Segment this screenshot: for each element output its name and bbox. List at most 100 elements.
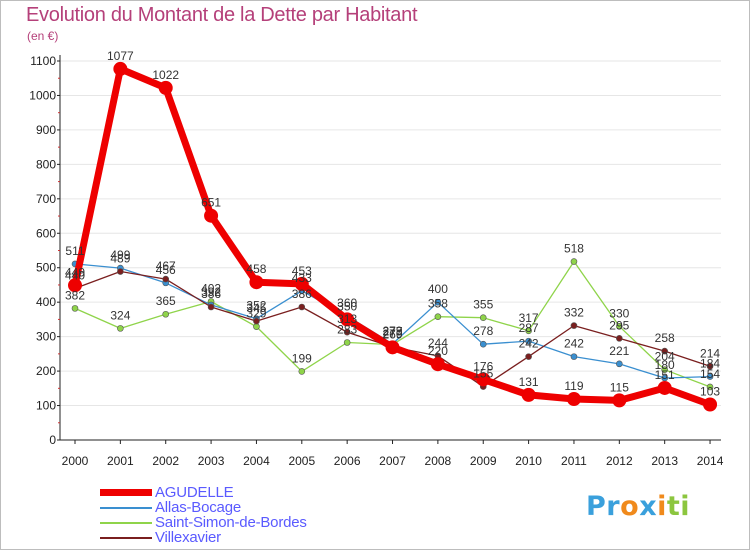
data-label: 440 bbox=[65, 268, 85, 282]
data-point bbox=[343, 339, 351, 346]
data-point bbox=[616, 322, 623, 330]
data-label: 453 bbox=[292, 264, 312, 278]
data-label: 329 bbox=[246, 307, 266, 321]
chart-title: Evolution du Montant de la Dette par Hab… bbox=[26, 4, 418, 26]
x-tick-label: 2012 bbox=[606, 454, 633, 468]
data-label: 332 bbox=[564, 306, 584, 320]
data-point bbox=[385, 340, 400, 355]
data-label: 220 bbox=[428, 344, 448, 358]
data-point bbox=[298, 368, 306, 375]
x-tick-label: 2009 bbox=[470, 454, 497, 468]
logo-letter: i bbox=[657, 491, 667, 522]
data-point bbox=[298, 303, 306, 311]
legend-label: Allas-Bocage bbox=[155, 499, 241, 516]
y-tick-label: 100 bbox=[36, 399, 56, 413]
data-label: 651 bbox=[201, 196, 221, 210]
data-point bbox=[616, 360, 623, 368]
data-point bbox=[162, 310, 170, 318]
y-tick-label: 1000 bbox=[29, 88, 56, 102]
data-label: 360 bbox=[337, 296, 357, 310]
y-tick-label: 500 bbox=[36, 261, 56, 275]
data-label: 1077 bbox=[107, 49, 134, 63]
data-label: 270 bbox=[383, 327, 403, 341]
x-tick-label: 2002 bbox=[152, 454, 179, 468]
data-label: 278 bbox=[473, 324, 493, 338]
data-point bbox=[117, 268, 124, 275]
plot-area bbox=[60, 55, 721, 440]
y-tick-label: 0 bbox=[49, 433, 56, 447]
data-point bbox=[479, 314, 487, 321]
data-point bbox=[71, 305, 79, 312]
data-point bbox=[158, 80, 173, 95]
data-point bbox=[570, 353, 578, 360]
data-label: 151 bbox=[655, 368, 675, 382]
data-point bbox=[117, 325, 124, 332]
legend: AGUDELLE Allas-Bocage Saint-Simon-de-Bor… bbox=[100, 485, 307, 545]
data-label: 386 bbox=[292, 287, 312, 301]
data-label: 317 bbox=[519, 311, 539, 325]
x-tick-label: 2008 bbox=[425, 454, 452, 468]
data-label: 176 bbox=[473, 359, 493, 373]
data-label: 345 bbox=[246, 301, 266, 315]
legend-label: AGUDELLE bbox=[155, 484, 234, 501]
data-point bbox=[566, 391, 581, 406]
data-label: 154 bbox=[700, 367, 720, 381]
data-label: 386 bbox=[201, 287, 221, 301]
data-point bbox=[430, 357, 445, 372]
logo-letter: i bbox=[680, 491, 691, 522]
data-label: 180 bbox=[655, 358, 675, 372]
x-tick-label: 2014 bbox=[697, 454, 724, 468]
data-point bbox=[204, 208, 219, 223]
data-label: 400 bbox=[428, 282, 448, 296]
data-label: 458 bbox=[246, 262, 266, 276]
data-point bbox=[525, 337, 532, 345]
legend-label: Villexavier bbox=[155, 529, 221, 546]
data-label: 283 bbox=[337, 322, 357, 336]
data-point bbox=[68, 278, 82, 293]
x-tick-label: 2011 bbox=[561, 454, 587, 468]
data-point bbox=[525, 353, 532, 360]
legend-item-saint-simon-de-bordes: Saint-Simon-de-Bordes bbox=[100, 515, 307, 530]
chart-subtitle: (en €) bbox=[27, 29, 59, 43]
data-label: 119 bbox=[564, 379, 583, 393]
data-label: 184 bbox=[700, 357, 720, 371]
data-label: 115 bbox=[610, 380, 629, 394]
data-label: 1022 bbox=[152, 68, 179, 82]
data-label: 131 bbox=[519, 375, 539, 389]
data-label: 365 bbox=[156, 294, 176, 308]
legend-swatch bbox=[100, 506, 152, 509]
data-label: 499 bbox=[110, 248, 130, 262]
logo-letter: o bbox=[620, 491, 640, 522]
y-tick-label: 1100 bbox=[30, 54, 56, 68]
x-tick-label: 2005 bbox=[288, 454, 315, 468]
data-point bbox=[162, 275, 170, 283]
data-label: 330 bbox=[609, 306, 629, 320]
legend-swatch bbox=[100, 521, 152, 524]
data-point bbox=[706, 373, 714, 380]
data-point bbox=[434, 298, 442, 306]
data-label: 350 bbox=[337, 299, 357, 313]
data-point bbox=[525, 327, 532, 335]
data-point bbox=[616, 335, 623, 342]
data-point bbox=[343, 328, 351, 336]
data-label: 358 bbox=[428, 297, 448, 311]
data-point bbox=[434, 313, 442, 320]
data-label: 456 bbox=[156, 263, 176, 277]
data-label: 279 bbox=[383, 324, 403, 338]
x-tick-label: 2003 bbox=[198, 454, 225, 468]
x-tick-label: 2001 bbox=[107, 454, 134, 468]
logo-letter: t bbox=[666, 491, 681, 522]
x-tick-label: 2004 bbox=[243, 454, 270, 468]
proxiti-logo: Proxiti bbox=[586, 491, 690, 522]
data-label: 324 bbox=[110, 308, 130, 322]
data-label: 355 bbox=[473, 298, 493, 312]
data-label: 467 bbox=[156, 259, 176, 273]
data-point bbox=[253, 317, 260, 325]
data-label: 214 bbox=[700, 346, 720, 360]
data-label: 392 bbox=[201, 285, 221, 299]
data-label: 204 bbox=[655, 350, 675, 364]
logo-letter: P bbox=[586, 491, 607, 522]
data-point bbox=[294, 276, 309, 291]
y-tick-label: 200 bbox=[36, 364, 56, 378]
